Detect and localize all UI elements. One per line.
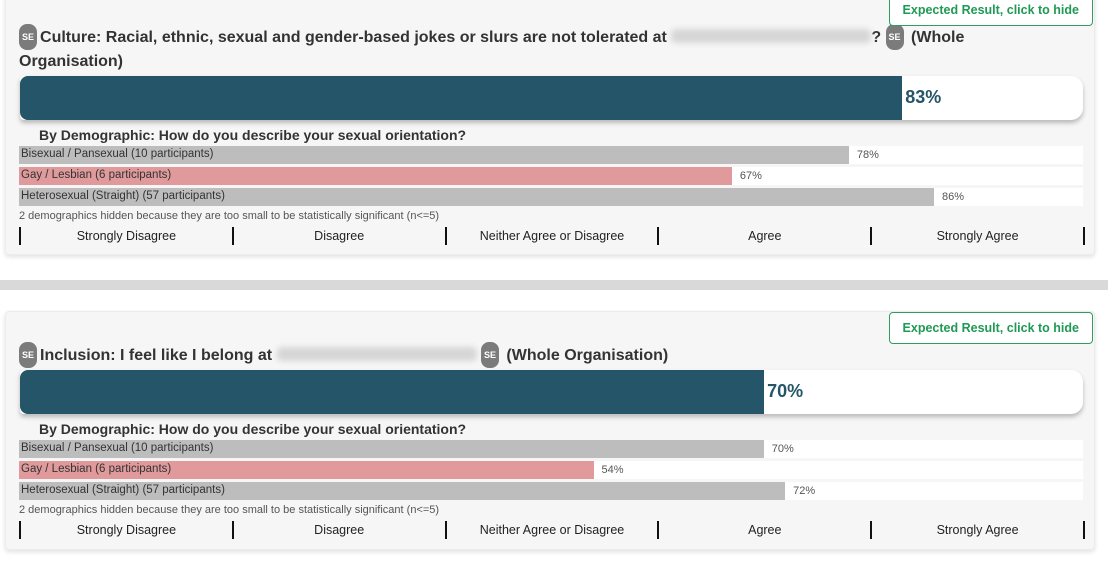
- question-text-end: ?: [871, 29, 882, 46]
- hidden-demographics-note: 2 demographics hidden because they are t…: [19, 504, 440, 516]
- demographic-percent: 86%: [942, 191, 965, 203]
- scale-label: Strongly Disagree: [19, 227, 232, 245]
- demographic-label: Bisexual / Pansexual (10 participants): [21, 148, 214, 160]
- scale-label: Strongly Agree: [870, 227, 1083, 245]
- expected-result-toggle-button[interactable]: Expected Result, click to hide: [888, 312, 1093, 344]
- demographic-bar: [19, 188, 935, 206]
- section-divider: [0, 280, 1108, 290]
- question-title: SE Inclusion: I feel like I belong at SE …: [19, 342, 1081, 368]
- demographic-bar: [19, 461, 594, 479]
- demographic-percent: 72%: [793, 485, 816, 497]
- redacted-organisation-name: [276, 347, 477, 361]
- demographic-percent: 78%: [856, 149, 879, 161]
- demographic-percent: 67%: [739, 170, 762, 182]
- demographic-label: Gay / Lesbian (6 participants): [21, 169, 172, 181]
- overall-result-bar: 70%: [20, 370, 1083, 414]
- scale-label: Strongly Agree: [870, 521, 1083, 539]
- demographic-percent: 70%: [771, 443, 794, 455]
- demographic-row: Heterosexual (Straight) (57 participants…: [19, 188, 1083, 206]
- demographic-row: Gay / Lesbian (6 participants) 67%: [19, 167, 1083, 185]
- demographic-row: Bisexual / Pansexual (10 participants) 7…: [19, 440, 1083, 458]
- overall-percent: 83%: [905, 87, 942, 107]
- overall-percent: 70%: [767, 381, 804, 401]
- demographic-bar: [19, 167, 732, 185]
- question-title: SE Culture: Racial, ethnic, sexual and ge…: [19, 24, 1081, 74]
- scale-label: Disagree: [231, 521, 445, 539]
- se-badge-icon[interactable]: SE: [19, 342, 38, 368]
- expected-result-toggle-button[interactable]: Expected Result, click to hide: [888, 0, 1093, 26]
- scale-label: Agree: [657, 521, 870, 539]
- demographic-percent: 54%: [601, 464, 624, 476]
- scale-label: Strongly Disagree: [19, 521, 232, 539]
- se-badge-icon[interactable]: SE: [885, 24, 904, 50]
- hidden-demographics-note: 2 demographics hidden because they are t…: [19, 210, 440, 222]
- demographic-label: Heterosexual (Straight) (57 participants…: [21, 484, 225, 496]
- demographic-heading: By Demographic: How do you describe your…: [39, 421, 467, 437]
- overall-result-fill: [20, 370, 765, 414]
- demographic-heading: By Demographic: How do you describe your…: [39, 127, 467, 143]
- agreement-scale: Strongly Disagree Disagree Neither Agree o…: [19, 521, 1085, 539]
- se-badge-icon[interactable]: SE: [19, 24, 38, 50]
- question-card: Expected Result, click to hide SE Inclusi…: [5, 311, 1095, 550]
- demographic-row: Bisexual / Pansexual (10 participants) 7…: [19, 146, 1083, 164]
- demographic-label: Gay / Lesbian (6 participants): [21, 463, 172, 475]
- demographic-label: Bisexual / Pansexual (10 participants): [21, 442, 214, 454]
- scope-label: (Whole Organisation): [19, 29, 965, 70]
- scope-label: (Whole Organisation): [506, 347, 669, 364]
- scale-label: Disagree: [231, 227, 445, 245]
- scale-label: Neither Agree or Disagree: [444, 521, 658, 539]
- question-text: Inclusion: I feel like I belong at: [40, 347, 277, 364]
- demographic-row: Gay / Lesbian (6 participants) 54%: [19, 461, 1083, 479]
- scale-label: Agree: [657, 227, 870, 245]
- overall-result-fill: [20, 76, 903, 120]
- demographic-bar: [19, 146, 849, 164]
- demographic-bar: [19, 482, 786, 500]
- question-card: Expected Result, click to hide SE Culture…: [5, 0, 1095, 255]
- demographic-row: Heterosexual (Straight) (57 participants…: [19, 482, 1083, 500]
- redacted-organisation-name: [671, 29, 872, 43]
- se-badge-icon[interactable]: SE: [480, 342, 499, 368]
- agreement-scale: Strongly Disagree Disagree Neither Agree o…: [19, 227, 1085, 245]
- overall-result-bar: 83%: [20, 76, 1083, 120]
- question-text: Culture: Racial, ethnic, sexual and gend…: [40, 29, 672, 46]
- demographic-label: Heterosexual (Straight) (57 participants…: [21, 190, 225, 202]
- scale-label: Neither Agree or Disagree: [444, 227, 658, 245]
- demographic-bar: [19, 440, 764, 458]
